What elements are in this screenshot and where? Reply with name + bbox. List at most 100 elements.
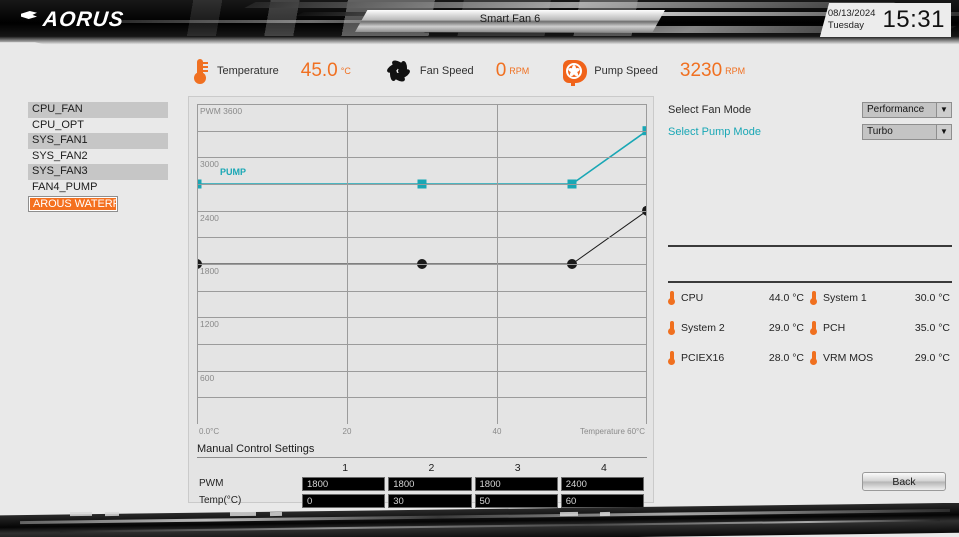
footer-dash: [69, 511, 93, 517]
table-cell-input[interactable]: 1800: [388, 476, 472, 491]
manual-control-rule: [197, 457, 647, 458]
sensor-readout-grid: CPU 44.0 °C System 1 30.0 °C System 2 29.0 °C…: [668, 291, 956, 365]
aorus-falcon-icon: [18, 9, 40, 31]
table-cell[interactable]: 50: [474, 492, 561, 509]
fan-mode-select[interactable]: Performance ▼: [862, 101, 952, 118]
grid-line-horizontal: [197, 370, 647, 372]
temperature-status: Temperature 45.0 °C: [190, 58, 351, 84]
manual-control-settings: Manual Control Settings 1 2 3 4 PWM 1800 1800 1…: [197, 443, 647, 509]
datetime-widget: 08/13/2024 Tuesday 15:31: [819, 3, 951, 37]
date-label: 08/13/2024: [827, 8, 876, 20]
table-cell[interactable]: 0: [302, 492, 388, 509]
table-cell-input[interactable]: 50: [474, 493, 558, 508]
thermometer-icon: [668, 321, 675, 335]
grid-line-horizontal: [197, 344, 647, 345]
table-row-label: PWM: [199, 478, 224, 489]
table-cell[interactable]: 1800: [302, 475, 388, 492]
time-label: 15:31: [882, 6, 945, 33]
sensor-name: VRM MOS: [823, 352, 874, 364]
grid-line-horizontal: [197, 397, 647, 399]
back-button[interactable]: Back: [862, 472, 946, 491]
fan-list-item[interactable]: CPU_FAN: [28, 102, 168, 118]
mode-panel: Select Fan Mode Performance ▼ Select Pum…: [668, 100, 952, 144]
fan-mode-row: Select Fan Mode Performance ▼: [668, 100, 952, 119]
table-column-header: 3: [514, 461, 521, 474]
pump-mode-label: Select Pump Mode: [668, 125, 761, 138]
sensor-value: 44.0 °C: [768, 292, 804, 304]
table-cell-input[interactable]: 1800: [302, 476, 386, 491]
thermometer-icon: [810, 321, 817, 335]
grid-line-vertical: [646, 104, 647, 424]
panel-divider-top: [668, 245, 952, 247]
panel-divider-bottom: [668, 281, 952, 283]
pump-speed-label: Pump Speed: [594, 65, 658, 77]
temperature-value: 45.0: [300, 60, 338, 81]
y-axis-tick-label: 2400: [200, 212, 219, 223]
grid-line-horizontal: [197, 237, 647, 239]
pump-speed-status: Pump Speed 3230 RPM: [563, 59, 746, 86]
thermometer-icon: [190, 58, 210, 84]
table-cell-input[interactable]: 30: [388, 493, 472, 508]
table-cell[interactable]: 30: [388, 492, 474, 509]
pump-mode-row: Select Pump Mode Turbo ▼: [668, 122, 952, 141]
grid-line-vertical: [197, 104, 198, 424]
sensor-readout: CPU 44.0 °C: [668, 291, 810, 305]
fan-speed-unit: RPM: [509, 66, 530, 76]
sensor-readout: PCIEX16 28.0 °C: [668, 351, 810, 365]
x-axis-tick-label: Temperature 60°C: [579, 427, 645, 436]
sensor-name: System 2: [681, 322, 725, 334]
table-cell[interactable]: 2400: [560, 475, 647, 492]
manual-control-title: Manual Control Settings: [197, 443, 315, 455]
pump-speed-unit: RPM: [725, 66, 746, 76]
table-cell-input[interactable]: 0: [302, 493, 386, 508]
pump-speed-value: 3230: [679, 60, 723, 81]
fan-selector-list[interactable]: CPU_FAN CPU_OPT SYS_FAN1 SYS_FAN2 SYS_FAN3 FA…: [28, 102, 168, 212]
y-axis-tick-label: 1800: [200, 266, 219, 276]
status-row: Temperature 45.0 °C Fan Speed 0 RPM: [190, 52, 950, 90]
page-title: Smart Fan 6: [479, 13, 541, 25]
fan-speed-label: Fan Speed: [419, 65, 474, 77]
footer-dash: [559, 511, 579, 517]
fan-list-item[interactable]: AROUS WATERFORCE X II 36: [28, 195, 118, 212]
banner-streak-1: [244, 2, 896, 8]
y-axis-tick-label: 600: [200, 372, 215, 383]
sensor-readout: System 1 30.0 °C: [810, 291, 956, 305]
manual-control-table[interactable]: 1 2 3 4 PWM 1800 1800 1800 2400 Temp(°C) 0 30 50 60: [197, 460, 647, 509]
table-row: Temp(°C) 0 30 50 60: [197, 492, 647, 509]
grid-line-horizontal: [197, 130, 647, 132]
pump-icon: [563, 59, 588, 86]
table-cell-input[interactable]: 2400: [560, 476, 644, 491]
table-column-header: 4: [600, 461, 607, 474]
grid-line-horizontal: [197, 157, 647, 159]
table-cell-input[interactable]: 1800: [474, 476, 558, 491]
thermometer-icon: [668, 291, 675, 305]
sensor-value: 29.0 °C: [914, 352, 950, 364]
footer-dash: [229, 511, 257, 517]
fan-curve-chart[interactable]: 600 1200 1800 2400 3000 PWM 3600 PUMP: [197, 104, 647, 424]
sensor-value: 28.0 °C: [768, 352, 804, 364]
table-row-label: Temp(°C): [199, 495, 242, 506]
page-title-plate: Smart Fan 6: [355, 10, 665, 32]
table-column-header: 1: [342, 461, 349, 474]
footer-dash: [599, 511, 611, 517]
fan-list-item[interactable]: SYS_FAN2: [32, 149, 88, 162]
pump-mode-select[interactable]: Turbo ▼: [862, 123, 952, 140]
table-cell[interactable]: 1800: [388, 475, 474, 492]
y-axis-tick-label: 1200: [200, 319, 219, 330]
y-axis-tick-label: 3000: [200, 159, 219, 170]
brand-label: AORUS: [41, 8, 126, 31]
sensor-readout: System 2 29.0 °C: [668, 321, 810, 335]
table-cell[interactable]: 1800: [474, 475, 561, 492]
grid-line-horizontal: [197, 210, 647, 212]
fan-mode-value: Performance: [867, 103, 925, 115]
fan-list-item[interactable]: FAN4_PUMP: [32, 180, 98, 193]
fan-speed-status: Fan Speed 0 RPM: [385, 58, 530, 84]
chevron-down-icon[interactable]: ▼: [936, 102, 951, 117]
fan-list-item[interactable]: SYS_FAN1: [28, 133, 168, 149]
fan-list-item[interactable]: SYS_FAN3: [28, 164, 168, 180]
y-axis-tick-label: PWM 3600: [200, 106, 243, 116]
fan-list-item[interactable]: CPU_OPT: [32, 118, 84, 131]
chart-x-axis: 0.0°C 20 40 Temperature 60°C: [197, 427, 647, 441]
chevron-down-icon[interactable]: ▼: [936, 124, 951, 139]
